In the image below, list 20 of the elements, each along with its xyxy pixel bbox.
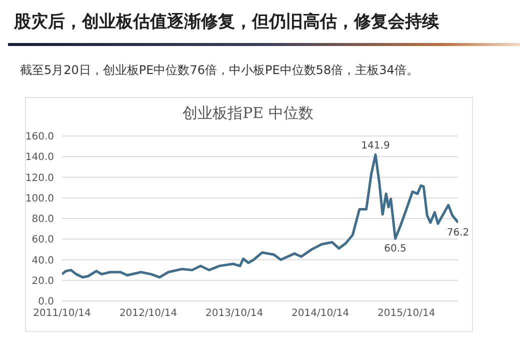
x-tick-label: 2013/10/14 <box>205 308 264 320</box>
annotation: 76.2 <box>446 228 470 239</box>
x-tick-label: 2011/10/14 <box>33 308 91 320</box>
y-tick-label: 140.0 <box>25 152 54 164</box>
y-tick-label: 100.0 <box>25 193 54 204</box>
x-tick-label: 2014/10/14 <box>292 308 350 320</box>
annotation: 141.9 <box>361 140 390 152</box>
text: 创业板指PE 中位数 <box>182 104 314 123</box>
annotation: 60.5 <box>384 244 406 255</box>
y-tick-label: 20.0 <box>32 276 54 287</box>
y-tick-label: 0.0 <box>38 296 54 308</box>
y-tick-label: 80.0 <box>32 214 54 226</box>
y-tick-label: 40.0 <box>32 255 54 266</box>
y-tick-label: 60.0 <box>32 234 54 246</box>
x-tick-label: 2015/10/14 <box>378 308 436 320</box>
y-tick-label: 160.0 <box>25 132 54 143</box>
chart-subtitle: 截至5月20日，创业板PE中位数76倍，中小板PE中位数58倍，主板34倍。 <box>20 62 418 79</box>
y-tick-label: 120.0 <box>25 172 54 184</box>
x-tick-label: 2012/10/14 <box>119 308 178 320</box>
chart-title: 股灾后，创业板估值逐渐修复，但仍旧高估，修复会持续 <box>14 11 439 33</box>
